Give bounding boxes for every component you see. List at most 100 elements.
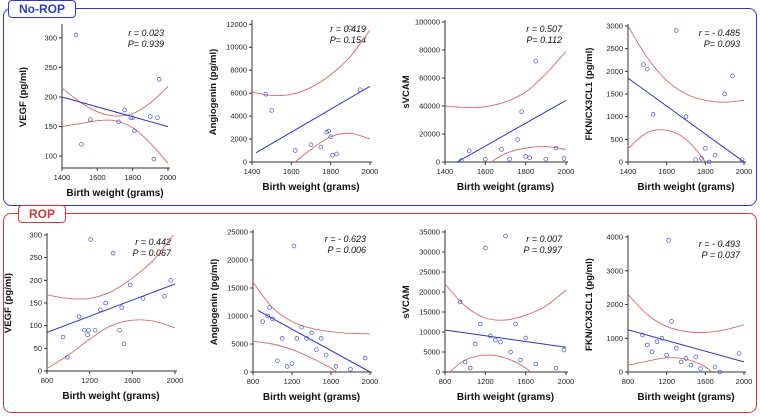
y-tick-label: 0: [619, 158, 623, 167]
data-point: [693, 157, 698, 162]
data-point: [543, 156, 549, 162]
data-point: [659, 336, 665, 341]
data-point: [270, 316, 275, 322]
data-point: [533, 361, 538, 367]
y-tick-label: 20000: [227, 256, 248, 265]
x-tick-label: 1800: [517, 167, 534, 176]
y-tick-label: 100: [29, 321, 42, 330]
correlation-r: r = 0.507: [526, 24, 563, 34]
p-value: P = 0.006: [328, 245, 366, 255]
y-tick-label: 0: [244, 368, 248, 377]
y-tick-label: 2000: [606, 67, 623, 76]
data-point: [348, 366, 353, 372]
y-tick-label: 35000: [419, 228, 440, 237]
x-tick-label: 1400: [620, 167, 637, 176]
data-point: [649, 349, 655, 355]
data-point: [736, 351, 742, 356]
data-point: [561, 347, 567, 353]
p-value: P= 0.112: [526, 35, 562, 45]
correlation-r: r = 0.007: [526, 234, 563, 244]
data-point: [289, 361, 295, 366]
ci-upper-curve: [445, 283, 566, 321]
plot-content: [445, 51, 566, 162]
x-tick-label: 1200: [477, 377, 494, 386]
data-point: [561, 156, 567, 161]
y-tick-label: 10000: [226, 43, 247, 52]
regression-line: [255, 85, 370, 154]
x-tick-label: 1200: [658, 377, 675, 386]
data-point: [645, 66, 650, 72]
y-tick-label: 500: [610, 135, 623, 144]
y-tick-label: 4000: [230, 112, 247, 121]
data-point: [85, 332, 90, 337]
p-value: P = 0.067: [133, 248, 172, 258]
data-point: [110, 250, 116, 256]
data-point: [739, 157, 745, 162]
y-tick-label: 80000: [419, 46, 440, 55]
data-point: [132, 128, 137, 133]
data-point: [151, 156, 157, 162]
data-point: [712, 364, 718, 370]
data-point: [86, 327, 91, 333]
data-point: [357, 87, 363, 92]
data-point: [641, 62, 646, 67]
regression-line: [47, 283, 175, 333]
data-point: [88, 117, 93, 122]
y-tick-label: 3000: [606, 22, 623, 31]
data-point: [294, 336, 300, 341]
y-tick-label: 20000: [419, 130, 440, 139]
y-axis-label: VEGF (pg/ml): [3, 273, 14, 333]
correlation-r: r = - 0.493: [699, 239, 740, 249]
x-tick-label: 1600: [658, 167, 675, 176]
data-point: [503, 233, 508, 239]
y-axis-label: VEGF (pg/ml): [18, 67, 29, 127]
x-tick-label: 1800: [322, 167, 339, 176]
y-tick-label: 250: [44, 63, 57, 72]
y-tick-label: 150: [44, 122, 57, 131]
y-tick-label: 25000: [227, 228, 248, 237]
data-point: [88, 237, 93, 242]
y-tick-label: 200: [44, 93, 57, 102]
data-point: [92, 327, 98, 333]
correlation-r: r = 0.023: [128, 28, 164, 38]
data-point: [333, 364, 339, 369]
data-point: [130, 115, 135, 120]
data-point: [362, 355, 368, 361]
y-tick-label: 0: [38, 367, 42, 376]
data-point: [127, 282, 133, 288]
data-point: [168, 278, 173, 283]
y-tick-label: 3000: [606, 266, 623, 275]
data-point: [654, 339, 660, 344]
x-tick-label: 1600: [697, 377, 714, 386]
data-point: [699, 156, 704, 161]
x-tick-label: 1200: [81, 376, 98, 385]
data-point: [275, 358, 280, 364]
data-point: [291, 243, 297, 249]
no-rop-group-label: No-ROP: [8, 0, 76, 18]
x-tick-label: 1800: [124, 173, 141, 182]
y-tick-label: 8000: [230, 66, 247, 75]
data-point: [523, 154, 528, 159]
data-point: [318, 144, 324, 150]
data-point: [712, 152, 718, 158]
data-point: [293, 148, 298, 153]
x-tick-label: 1400: [244, 167, 261, 176]
y-tick-label: 2000: [606, 300, 623, 309]
y-tick-label: 300: [29, 231, 42, 240]
ci-upper-curve: [445, 51, 566, 108]
y-tick-label: 25000: [419, 268, 440, 277]
correlation-r: r = - 0.485: [699, 28, 741, 38]
data-point: [265, 313, 270, 319]
y-tick-label: 0: [619, 368, 623, 377]
x-tick-label: 1200: [284, 377, 301, 386]
correlation-r: r = 0.442: [135, 237, 171, 247]
regression-line: [445, 329, 566, 348]
x-tick-label: 1800: [697, 167, 714, 176]
plot-content: [628, 26, 744, 162]
data-point: [703, 146, 708, 151]
y-tick-label: 100: [44, 152, 57, 161]
y-tick-label: 15000: [227, 284, 248, 293]
y-tick-label: 5000: [231, 340, 248, 349]
